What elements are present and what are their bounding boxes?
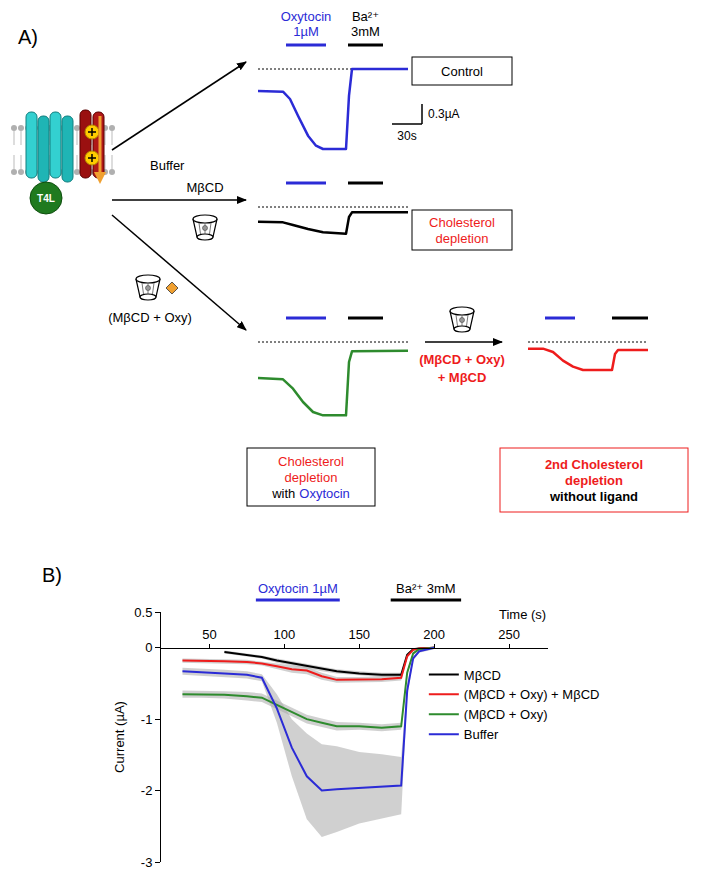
svg-text:(MβCD + Oxy): (MβCD + Oxy): [108, 310, 192, 325]
svg-text:250: 250: [498, 627, 520, 642]
svg-text:MβCD: MβCD: [186, 180, 223, 195]
svg-text:0: 0: [145, 640, 152, 655]
svg-text:Current (µA): Current (µA): [112, 701, 127, 773]
svg-text:50: 50: [202, 627, 216, 642]
svg-text:30s: 30s: [397, 129, 416, 143]
svg-text:without ligand: without ligand: [549, 489, 638, 504]
svg-text:Time (s): Time (s): [499, 607, 546, 622]
svg-text:Cholesterol: Cholesterol: [278, 454, 344, 469]
svg-text:-1: -1: [141, 712, 153, 727]
svg-text:Oxytocin: Oxytocin: [281, 9, 332, 24]
svg-text:depletion: depletion: [436, 231, 489, 246]
svg-text:100: 100: [273, 627, 295, 642]
svg-text:A): A): [18, 26, 38, 48]
svg-text:Buffer: Buffer: [464, 727, 499, 742]
svg-text:depletion: depletion: [285, 470, 338, 485]
svg-text:200: 200: [423, 627, 445, 642]
svg-text:0.5: 0.5: [134, 605, 152, 620]
svg-text:2nd Cholesterol: 2nd Cholesterol: [545, 457, 643, 472]
svg-text:3mM: 3mM: [351, 24, 380, 39]
svg-text:MβCD: MβCD: [464, 668, 501, 683]
svg-text:T4L: T4L: [37, 193, 55, 204]
svg-text:withOxytocin: withOxytocin: [271, 486, 350, 501]
svg-text:Control: Control: [441, 64, 483, 79]
svg-text:1µM: 1µM: [293, 24, 319, 39]
svg-text:Oxytocin 1µM: Oxytocin 1µM: [258, 581, 338, 596]
svg-text:(MβCD + Oxy): (MβCD + Oxy): [464, 707, 548, 722]
svg-text:+ MβCD: + MβCD: [438, 370, 487, 385]
svg-text:depletion: depletion: [565, 473, 623, 488]
svg-text:150: 150: [348, 627, 370, 642]
svg-text:0.3µA: 0.3µA: [428, 107, 460, 121]
svg-text:-3: -3: [141, 855, 153, 870]
svg-text:Ba²⁺ 3mM: Ba²⁺ 3mM: [396, 581, 456, 596]
svg-text:Ba²⁺: Ba²⁺: [352, 9, 379, 24]
svg-text:(MβCD + Oxy) + MβCD: (MβCD + Oxy) + MβCD: [464, 687, 600, 702]
svg-text:Cholesterol: Cholesterol: [429, 215, 495, 230]
svg-text:B): B): [42, 564, 62, 586]
svg-text:Buffer: Buffer: [150, 158, 185, 173]
svg-text:-2: -2: [141, 783, 153, 798]
svg-text:(MβCD + Oxy): (MβCD + Oxy): [419, 352, 505, 367]
